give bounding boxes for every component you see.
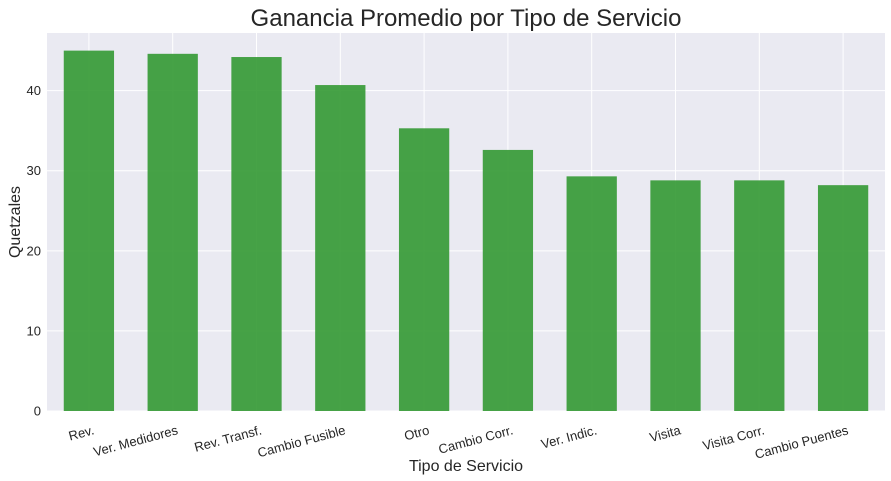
y-tick-label: 20 <box>27 243 41 258</box>
y-tick-label: 30 <box>27 163 41 178</box>
x-tick-labels: Rev.Ver. Medidores Rev. Transf.Cambio Fus… <box>67 422 850 462</box>
y-tick-labels: 0 10 20 30 40 <box>27 83 41 418</box>
bar-rev-transf <box>231 57 282 412</box>
bars-group <box>63 50 869 412</box>
x-tick-label: Ver. Medidores <box>92 422 180 459</box>
x-tick-label: Otro <box>403 422 431 443</box>
bar-ver-medidores <box>147 53 198 412</box>
x-tick-label: Cambio Fusible <box>256 422 347 460</box>
bar-cambio-fusible <box>315 85 366 411</box>
x-tick-label: Visita <box>648 422 683 445</box>
chart-title: Ganancia Promedio por Tipo de Servicio <box>251 5 682 32</box>
x-tick-label: Rev. <box>67 422 96 443</box>
bar-otro <box>398 128 450 411</box>
y-tick-label: 0 <box>34 404 41 419</box>
y-tick-label: 10 <box>27 323 41 338</box>
y-tick-label: 40 <box>27 83 41 98</box>
bar-ver-indic <box>566 176 617 411</box>
y-axis-title: Quetzales <box>7 186 24 258</box>
x-axis-title: Tipo de Servicio <box>409 458 523 475</box>
x-tick-label: Cambio Corr. <box>437 422 515 456</box>
x-tick-label: Rev. Transf. <box>193 422 264 454</box>
x-tick-label: Ver. Indic. <box>539 422 598 451</box>
bar-cambio-puentes <box>817 185 869 411</box>
bar-rev <box>63 50 115 411</box>
x-tick-label: Cambio Puentes <box>753 422 850 461</box>
bar-visita-corr <box>734 180 785 411</box>
bar-visita <box>650 180 701 411</box>
bar-cambio-corr <box>482 149 534 412</box>
